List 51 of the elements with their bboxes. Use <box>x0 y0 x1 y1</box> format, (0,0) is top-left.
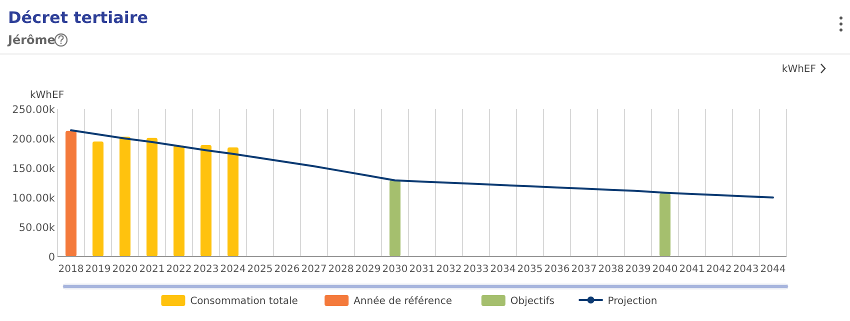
y-tick-label: 0 <box>48 252 55 264</box>
bar <box>228 147 238 256</box>
x-tick-label: 2033 <box>463 264 489 275</box>
bar <box>66 130 76 256</box>
x-tick-label: 2018 <box>58 264 84 275</box>
y-tick-label: 50.00k <box>18 222 56 234</box>
x-tick-label: 2039 <box>625 264 651 275</box>
x-tick-label: 2037 <box>571 264 597 275</box>
x-tick-label: 2041 <box>679 264 705 275</box>
x-tick-label: 2029 <box>355 264 381 275</box>
x-tick-label: 2021 <box>139 264 165 275</box>
y-tick-label: 100.00k <box>12 192 56 204</box>
x-tick-label: 2030 <box>382 264 408 275</box>
x-tick-label: 2032 <box>436 264 462 275</box>
x-tick-label: 2024 <box>220 264 246 275</box>
x-tick-label: 2034 <box>490 264 516 275</box>
bar <box>660 193 670 256</box>
chart-title: Décret tertiaire <box>8 8 148 27</box>
legend-label: Objectifs <box>510 296 554 307</box>
x-tick-label: 2026 <box>274 264 300 275</box>
y-tick-label: 250.00k <box>12 104 56 116</box>
x-tick-label: 2028 <box>328 264 354 275</box>
x-tick-label: 2025 <box>247 264 273 275</box>
x-tick-label: 2022 <box>166 264 192 275</box>
x-tick-label: 2044 <box>760 264 786 275</box>
bar <box>146 138 158 256</box>
x-tick-label: 2020 <box>112 264 138 275</box>
x-tick-label: 2019 <box>85 264 111 275</box>
chart-subtitle: Jérôme <box>7 33 56 47</box>
y-tick-label: 200.00k <box>12 134 56 146</box>
y-axis-title: kWhEF <box>30 90 64 101</box>
bar <box>92 141 104 256</box>
legend-label: Consommation totale <box>190 296 298 307</box>
x-tick-label: 2043 <box>733 264 759 275</box>
x-tick-label: 2031 <box>409 264 435 275</box>
text: kWhEF <box>782 64 816 75</box>
x-tick-label: 2023 <box>193 264 219 275</box>
x-tick-label: 2027 <box>301 264 327 275</box>
bar <box>200 144 212 256</box>
x-tick-label: 2042 <box>706 264 732 275</box>
bar <box>120 136 130 256</box>
bar <box>174 146 184 256</box>
legend-label: Année de référence <box>354 296 452 307</box>
x-tick-label: 2036 <box>544 264 570 275</box>
line-series <box>70 129 774 198</box>
x-tick-label: 2035 <box>517 264 543 275</box>
legend-label: Projection <box>608 296 658 307</box>
x-tick-label: 2038 <box>598 264 624 275</box>
bar <box>390 180 400 256</box>
y-tick-label: 150.00k <box>12 163 56 175</box>
x-tick-label: 2040 <box>652 264 678 275</box>
